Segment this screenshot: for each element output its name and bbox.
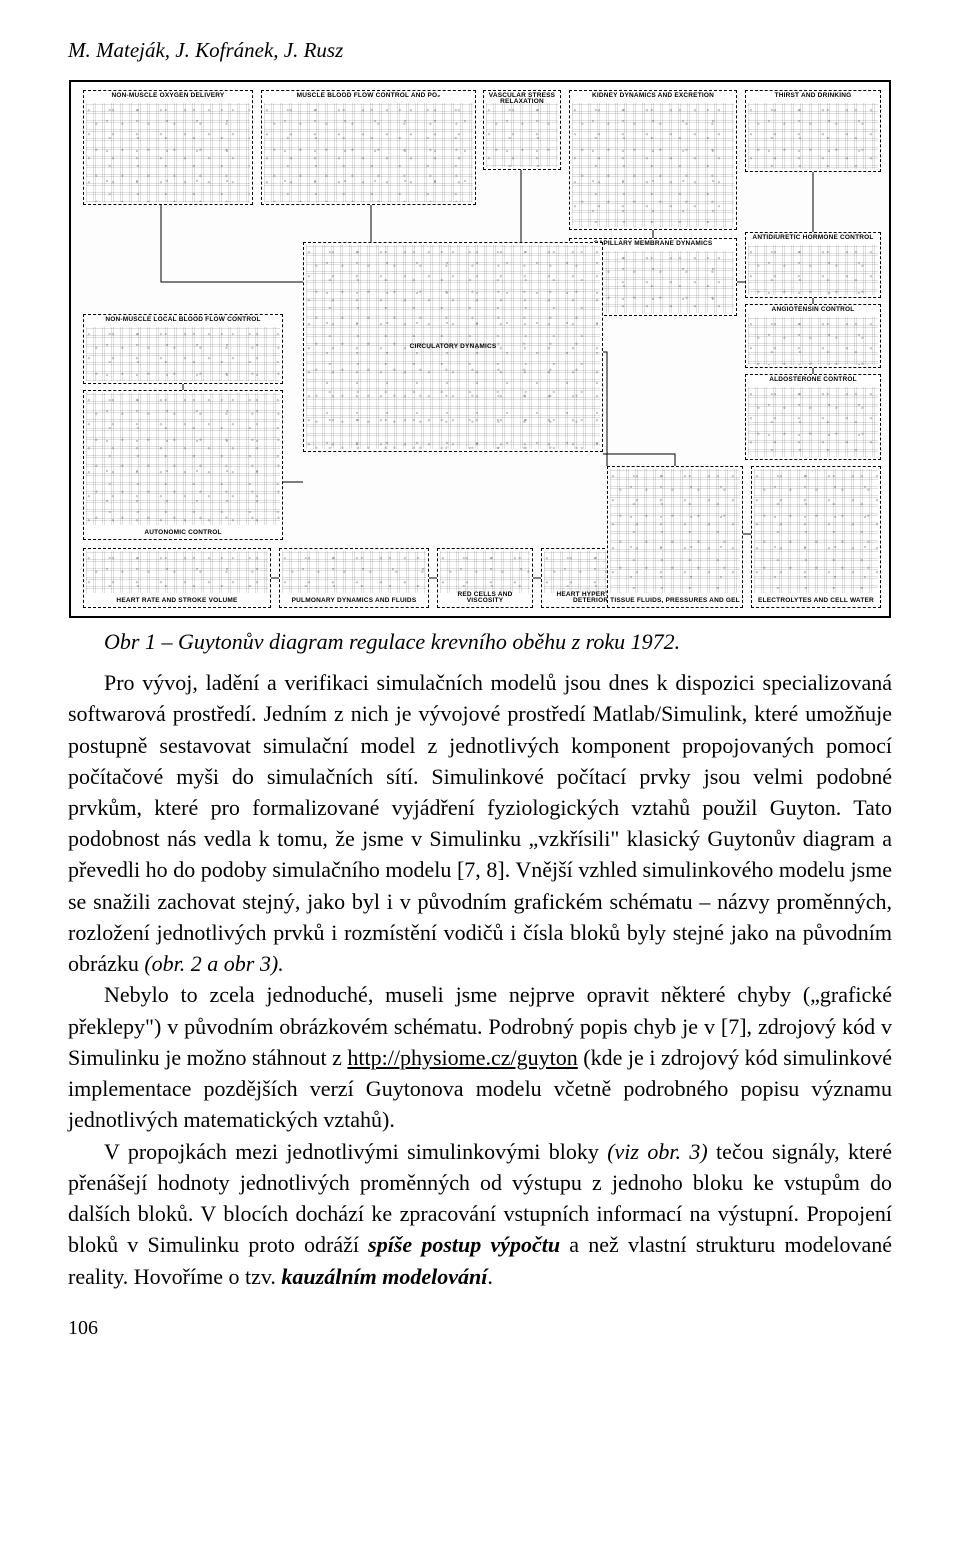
diagram-block-texture — [748, 103, 878, 169]
diagram-block-texture — [572, 103, 734, 227]
p1-fig-ref: (obr. 2 a obr 3). — [144, 951, 283, 976]
diagram-block-non-muscle-oxygen: NON-MUSCLE OXYGEN DELIVERY — [83, 90, 253, 205]
diagram-block-label: ANGIOTENSIN CONTROL — [749, 307, 877, 314]
p3-emph-2: kauzálním modelování — [281, 1264, 487, 1289]
diagram-block-texture — [610, 469, 740, 593]
diagram-block-vascular-stress: VASCULAR STRESS RELAXATION — [483, 90, 561, 170]
p3-fig-ref: (viz obr. 3) — [607, 1139, 707, 1164]
diagram-block-label: NON-MUSCLE OXYGEN DELIVERY — [87, 93, 249, 100]
page-number: 106 — [68, 1314, 892, 1342]
diagram-block-label: ELECTROLYTES AND CELL WATER — [754, 598, 878, 605]
diagram-block-autonomic: AUTONOMIC CONTROL — [83, 390, 283, 540]
body-paragraph-2: Nebylo to zcela jednoduché, museli jsme … — [68, 979, 892, 1135]
diagram-block-thirst-drinking: THIRST AND DRINKING — [745, 90, 881, 172]
diagram-block-label: RED CELLS AND VISCOSITY — [440, 592, 530, 605]
diagram-block-texture — [486, 103, 558, 167]
diagram-block-electrolytes: ELECTROLYTES AND CELL WATER — [751, 466, 881, 608]
figure-caption: Obr 1 – Guytonův diagram regulace krevní… — [68, 626, 892, 657]
diagram-block-circulatory: CIRCULATORY DYNAMICS — [303, 242, 603, 452]
diagram-block-red-cells: RED CELLS AND VISCOSITY — [437, 548, 533, 608]
diagram-block-muscle-blood-flow: MUSCLE BLOOD FLOW CONTROL AND PO₂ — [261, 90, 476, 205]
diagram-block-texture — [748, 317, 878, 365]
diagram-block-label: ANTIDIURETIC HORMONE CONTROL — [749, 235, 877, 242]
p3-emph-1: spíše postup výpočtu — [368, 1232, 560, 1257]
diagram-block-nm-local-flow: NON-MUSCLE LOCAL BLOOD FLOW CONTROL — [83, 314, 283, 384]
diagram-block-label: CIRCULATORY DYNAMICS — [304, 344, 602, 351]
diagram-block-angiotensin: ANGIOTENSIN CONTROL — [745, 304, 881, 368]
author-line: M. Mateják, J. Kofránek, J. Rusz — [68, 36, 892, 66]
diagram-block-pulmonary: PULMONARY DYNAMICS AND FLUIDS — [279, 548, 429, 608]
diagram-block-texture — [748, 387, 878, 457]
diagram-block-texture — [86, 327, 280, 381]
diagram-block-texture — [754, 469, 878, 593]
diagram-block-texture — [86, 103, 250, 202]
diagram-block-label: ALDOSTERONE CONTROL — [749, 377, 877, 384]
physiome-link[interactable]: http://physiome.cz/guyton — [347, 1045, 577, 1070]
p3-text-d: . — [487, 1264, 493, 1289]
diagram-block-texture — [86, 393, 280, 525]
diagram-block-kidney-dynamics: KIDNEY DYNAMICS AND EXCRETION — [569, 90, 737, 230]
diagram-block-texture — [748, 245, 878, 295]
diagram-block-label: PULMONARY DYNAMICS AND FLUIDS — [282, 598, 426, 605]
diagram-block-label: AUTONOMIC CONTROL — [86, 530, 280, 537]
diagram-block-tissue-fluids: TISSUE FLUIDS, PRESSURES AND GEL — [607, 466, 743, 608]
diagram-block-aldosterone: ALDOSTERONE CONTROL — [745, 374, 881, 460]
diagram-block-heart-rate: HEART RATE AND STROKE VOLUME — [83, 548, 271, 608]
diagram-block-texture — [440, 551, 530, 593]
p3-text-a: V propojkách mezi jednotlivými simulinko… — [104, 1139, 607, 1164]
diagram-block-texture — [264, 103, 473, 202]
diagram-block-texture — [282, 551, 426, 593]
diagram-block-label: HEART RATE AND STROKE VOLUME — [86, 598, 268, 605]
diagram-block-label: TISSUE FLUIDS, PRESSURES AND GEL — [610, 598, 740, 605]
diagram-block-label: KIDNEY DYNAMICS AND EXCRETION — [573, 93, 733, 100]
body-paragraph-1: Pro vývoj, ladění a verifikaci simulační… — [68, 667, 892, 979]
diagram-block-texture — [86, 551, 268, 593]
body-paragraph-3: V propojkách mezi jednotlivými simulinko… — [68, 1136, 892, 1292]
diagram-block-label: THIRST AND DRINKING — [749, 93, 877, 100]
diagram-block-label: MUSCLE BLOOD FLOW CONTROL AND PO₂ — [265, 93, 472, 100]
p1-text: Pro vývoj, ladění a verifikaci simulační… — [68, 670, 892, 976]
diagram-block-adh-control: ANTIDIURETIC HORMONE CONTROL — [745, 232, 881, 298]
diagram-block-label: NON-MUSCLE LOCAL BLOOD FLOW CONTROL — [87, 317, 279, 324]
guyton-diagram-figure: NON-MUSCLE OXYGEN DELIVERY MUSCLE BLOOD F… — [69, 80, 891, 618]
